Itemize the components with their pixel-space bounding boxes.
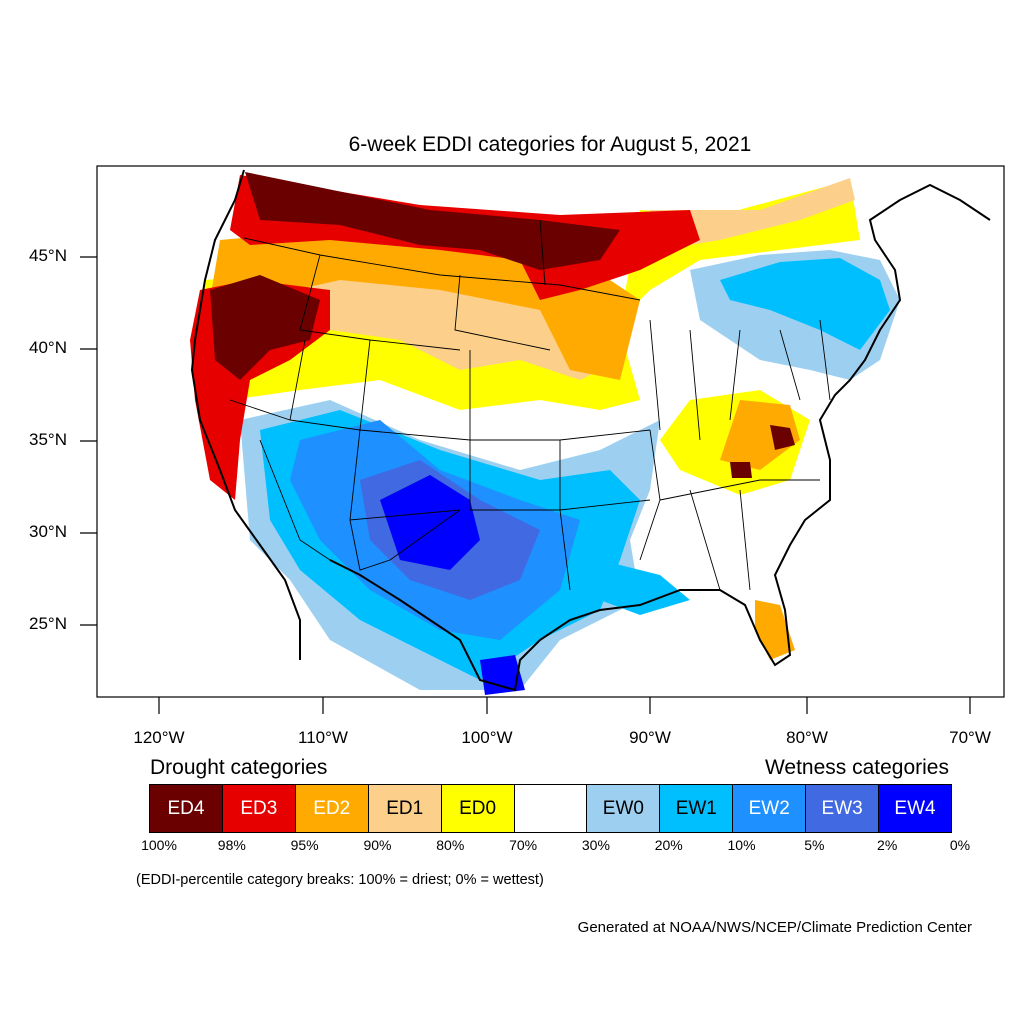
dry-ed2-appalachia	[720, 400, 800, 470]
legend-cell-ew0: EW0	[587, 785, 661, 832]
x-label-100w: 100°W	[461, 728, 513, 747]
legend-break-label: 90%	[363, 837, 392, 853]
coastline	[190, 169, 991, 692]
wet-gulf-coast	[600, 560, 690, 615]
y-label-35n: 35°N	[29, 430, 67, 449]
x-label-80w: 80°W	[786, 728, 828, 747]
dry-ed4-appalachia	[730, 425, 795, 478]
y-label-40n: 40°N	[29, 338, 67, 357]
y-label-30n: 30°N	[29, 522, 67, 541]
legend-break-label: 30%	[581, 837, 610, 853]
legend-break-label: 10%	[727, 837, 756, 853]
x-label-90w: 90°W	[629, 728, 671, 747]
legend-break-label: 95%	[290, 837, 319, 853]
legend-break-label: 98%	[217, 837, 246, 853]
dry-ed2-florida	[755, 600, 795, 660]
map-title: 6-week EDDI categories for August 5, 202…	[348, 133, 752, 156]
wet-northeast-ew1	[720, 258, 890, 350]
legend-break-label: 0%	[949, 837, 971, 853]
legend-cell-ed4: ED4	[150, 785, 223, 832]
legend-break-label: 70%	[509, 837, 538, 853]
eddi-map	[80, 165, 1005, 714]
x-label-120w: 120°W	[133, 728, 185, 747]
dry-ed1-north	[650, 178, 855, 250]
legend-cell-ew4: EW4	[879, 785, 951, 832]
borders	[229, 219, 831, 591]
legend-break-label: 100%	[141, 837, 177, 853]
wetness-categories-header: Wetness categories	[764, 756, 949, 779]
legend-cell-ed2: ED2	[295, 785, 369, 832]
wet-ew4-southwest	[380, 475, 480, 570]
x-label-70w: 70°W	[949, 728, 991, 747]
x-ticks	[158, 697, 971, 714]
plot-frame	[96, 165, 1005, 698]
y-ticks	[80, 256, 97, 626]
legend-cell-neutral	[514, 785, 588, 832]
category-break-note: (EDDI-percentile category breaks: 100% =…	[136, 872, 544, 888]
wet-ew4-southtexas	[480, 655, 525, 695]
legend-cell-ew2: EW2	[733, 785, 807, 832]
legend-break-label: 20%	[654, 837, 683, 853]
legend-cell-ed0: ED0	[441, 785, 515, 832]
legend-break-label: 5%	[804, 837, 825, 853]
x-label-110w: 110°W	[298, 728, 348, 747]
legend-cell-ew3: EW3	[806, 785, 880, 832]
y-label-25n: 25°N	[29, 614, 67, 633]
dry-ed4-northwest	[210, 275, 320, 380]
credit-line: Generated at NOAA/NWS/NCEP/Climate Predi…	[577, 919, 972, 936]
legend-cell-ed3: ED3	[222, 785, 296, 832]
legend-break-label: 2%	[877, 837, 898, 853]
legend-break-label: 80%	[436, 837, 465, 853]
y-label-45n: 45°N	[29, 246, 67, 265]
dry-ed4-north	[245, 172, 620, 270]
legend-cell-ew1: EW1	[660, 785, 734, 832]
legend-cell-ed1: ED1	[368, 785, 442, 832]
category-legend: ED4 ED3 ED2 ED1 ED0 EW0 EW1 EW2 EW3 EW4	[149, 784, 952, 833]
drought-categories-header: Drought categories	[150, 756, 328, 779]
